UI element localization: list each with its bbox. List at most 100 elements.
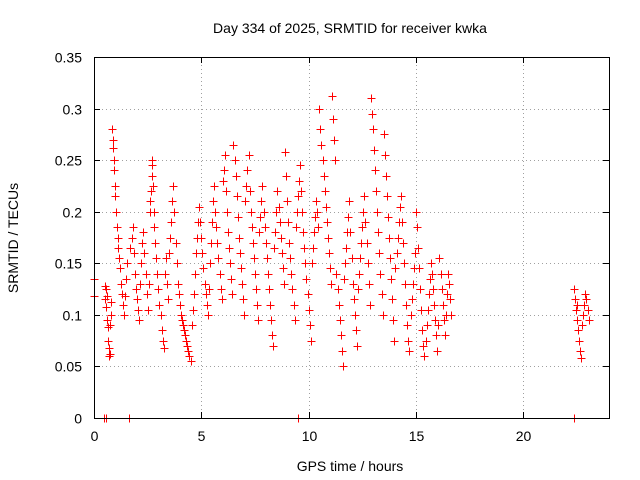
- data-point: [264, 270, 273, 279]
- data-point: [340, 275, 349, 284]
- data-point: [222, 187, 231, 196]
- data-point: [320, 172, 329, 181]
- data-point: [185, 352, 194, 361]
- data-point: [116, 264, 125, 273]
- data-point: [397, 192, 406, 201]
- data-point: [114, 244, 123, 253]
- data-point: [126, 244, 135, 253]
- data-point: [319, 156, 328, 165]
- data-point: [337, 331, 346, 340]
- data-point: [384, 213, 393, 222]
- data-point: [188, 321, 197, 330]
- data-point: [302, 275, 311, 284]
- data-point: [198, 249, 207, 258]
- data-point: [438, 285, 447, 294]
- data-point: [285, 239, 294, 248]
- data-point: [154, 285, 163, 294]
- data-point: [268, 331, 277, 340]
- data-point: [205, 285, 214, 294]
- data-point: [295, 177, 304, 186]
- y-tick-label: 0.15: [55, 256, 82, 272]
- data-point: [218, 295, 227, 304]
- data-point: [123, 259, 132, 268]
- data-point: [388, 295, 397, 304]
- y-tick-label: 0.25: [55, 153, 82, 169]
- data-point: [203, 301, 212, 310]
- data-point: [195, 203, 204, 212]
- data-point: [111, 192, 120, 201]
- data-point: [228, 290, 237, 299]
- data-point: [175, 290, 184, 299]
- data-point: [267, 316, 276, 325]
- data-point: [144, 306, 153, 315]
- data-point: [385, 234, 394, 243]
- data-point: [117, 280, 126, 289]
- data-point: [148, 172, 157, 181]
- chart-title: Day 334 of 2025, SRMTID for receiver kwk…: [213, 20, 487, 36]
- data-point: [111, 182, 120, 191]
- y-tick-label: 0.3: [63, 102, 83, 118]
- data-point: [181, 331, 190, 340]
- data-point: [435, 254, 444, 263]
- data-point: [349, 280, 358, 289]
- data-point: [236, 249, 245, 258]
- data-point: [423, 321, 432, 330]
- data-point: [424, 306, 433, 315]
- data-point: [369, 125, 378, 134]
- x-tick-labels: 0 5 10 15 20: [91, 428, 532, 444]
- y-tick-label: 0.35: [55, 50, 82, 66]
- data-point: [250, 254, 259, 263]
- data-point: [437, 270, 446, 279]
- data-point: [249, 239, 258, 248]
- data-point: [409, 280, 418, 289]
- data-point: [346, 228, 355, 237]
- data-point: [428, 270, 437, 279]
- data-point: [137, 259, 146, 268]
- data-point: [224, 228, 233, 237]
- data-point: [102, 285, 111, 294]
- data-point: [373, 208, 382, 217]
- data-point: [208, 218, 217, 227]
- data-point: [434, 321, 443, 330]
- data-point: [575, 337, 584, 346]
- data-point: [152, 254, 161, 263]
- data-point: [414, 244, 423, 253]
- data-point: [400, 259, 409, 268]
- data-point: [350, 295, 359, 304]
- data-point: [578, 321, 587, 330]
- data-point: [296, 161, 305, 170]
- data-point: [386, 254, 395, 263]
- data-point: [330, 136, 339, 145]
- data-point: [233, 192, 242, 201]
- data-point: [212, 223, 221, 232]
- data-point: [360, 192, 369, 201]
- data-point: [284, 218, 293, 227]
- data-point: [304, 290, 313, 299]
- data-point: [430, 301, 439, 310]
- data-point: [305, 306, 314, 315]
- data-point: [380, 130, 389, 139]
- data-point: [102, 303, 111, 312]
- data-point: [425, 290, 434, 299]
- data-point: [161, 270, 170, 279]
- data-point: [576, 347, 585, 356]
- data-point: [237, 264, 246, 273]
- data-point: [365, 280, 374, 289]
- data-point: [402, 301, 411, 310]
- data-point: [179, 321, 188, 330]
- data-point: [572, 306, 581, 315]
- x-tick-label: 10: [302, 428, 318, 444]
- data-point: [246, 187, 255, 196]
- data-point: [252, 285, 261, 294]
- data-point: [577, 354, 586, 363]
- data-point: [325, 249, 334, 258]
- data-point: [158, 326, 167, 335]
- data-point: [332, 270, 341, 279]
- data-point: [248, 223, 257, 232]
- data-point: [310, 228, 319, 237]
- data-point: [153, 270, 162, 279]
- data-point: [174, 280, 183, 289]
- data-point: [159, 337, 168, 346]
- data-point: [245, 151, 254, 160]
- data-point: [270, 244, 279, 253]
